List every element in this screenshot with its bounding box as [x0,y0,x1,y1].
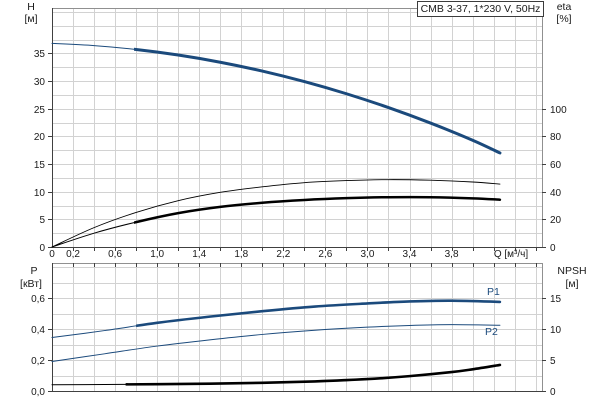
x-tick-label: 2,6 [318,249,332,260]
right-tick-label: 80 [550,132,562,143]
x-tick-label: 3,4 [403,249,417,260]
x-tick-label: 0,6 [108,249,122,260]
left-tick-label: 0 [39,243,45,254]
curve-label-p2: P2 [485,326,498,338]
curve-eta-pump [51,179,501,248]
right-tick-label: 15 [550,294,562,305]
left-tick-label: 15 [34,160,46,171]
x-axis-title: Q [м³/ч] [494,249,529,260]
left-tick-label: 0,0 [31,387,45,398]
curve-H-thick [134,47,502,155]
x-tick-label: 1,4 [192,249,206,260]
chart-main: 0 5 10 15 20 25 30 35 0 20 40 60 80 100 0 0,2 0,6 1,0 1,4 1… [34,8,567,260]
curve-NPSH-thick [125,363,502,386]
bottom-right-axis-unit: [м] [565,278,579,290]
left-tick-label: 10 [34,188,46,199]
x-tick-label: 1,8 [234,249,248,260]
top-right-axis-unit: [%] [556,13,572,25]
right-tick-label: 20 [550,215,562,226]
top-left-axis-title: H [27,1,35,13]
bottom-left-axis-unit: [кВт] [20,278,42,290]
x-tick-label: 0 [49,249,55,260]
right-tick-label: 0 [550,387,556,398]
left-tick-label: 0,4 [31,325,45,336]
right-tick-label: 5 [550,356,556,367]
left-tick-label: 20 [34,132,46,143]
left-tick-label: 0,6 [31,294,45,305]
right-tick-label: 60 [550,160,562,171]
left-tick-label: 5 [39,215,45,226]
left-tick-label: 35 [34,49,46,60]
chart-power: 0,0 0,2 0,4 0,6 0 5 10 15 [31,263,562,398]
top-left-axis-unit: [м] [24,13,38,25]
x-tick-label: 1,0 [150,249,164,260]
curve-P2 [51,324,501,363]
bottom-right-axis-title: NPSH [557,265,587,277]
curve-P1-thick [136,299,502,328]
right-tick-label: 0 [550,243,556,254]
curve-eta-total-thick [134,195,502,224]
left-tick-label: 25 [34,105,46,116]
right-tick-label: 40 [550,188,562,199]
x-tick-label: 0,2 [66,249,80,260]
right-tick-label: 10 [550,325,562,336]
plot-border [52,8,543,248]
curve-P1 [51,300,501,339]
x-tick-label: 2,2 [276,249,290,260]
left-tick-label: 0,2 [31,356,45,367]
curve-label-p1: P1 [487,286,500,298]
bottom-left-axis-title: P [30,265,38,277]
x-tick-label: 3,0 [360,249,374,260]
top-right-axis-title: eta [556,1,572,13]
curve-eta-total [51,196,501,248]
pump-model-title: CMB 3-37, 1*230 V, 50Hz [417,1,544,17]
x-tick-label: 3,8 [445,249,459,260]
left-tick-label: 30 [34,77,46,88]
right-tick-label: 100 [550,105,567,116]
